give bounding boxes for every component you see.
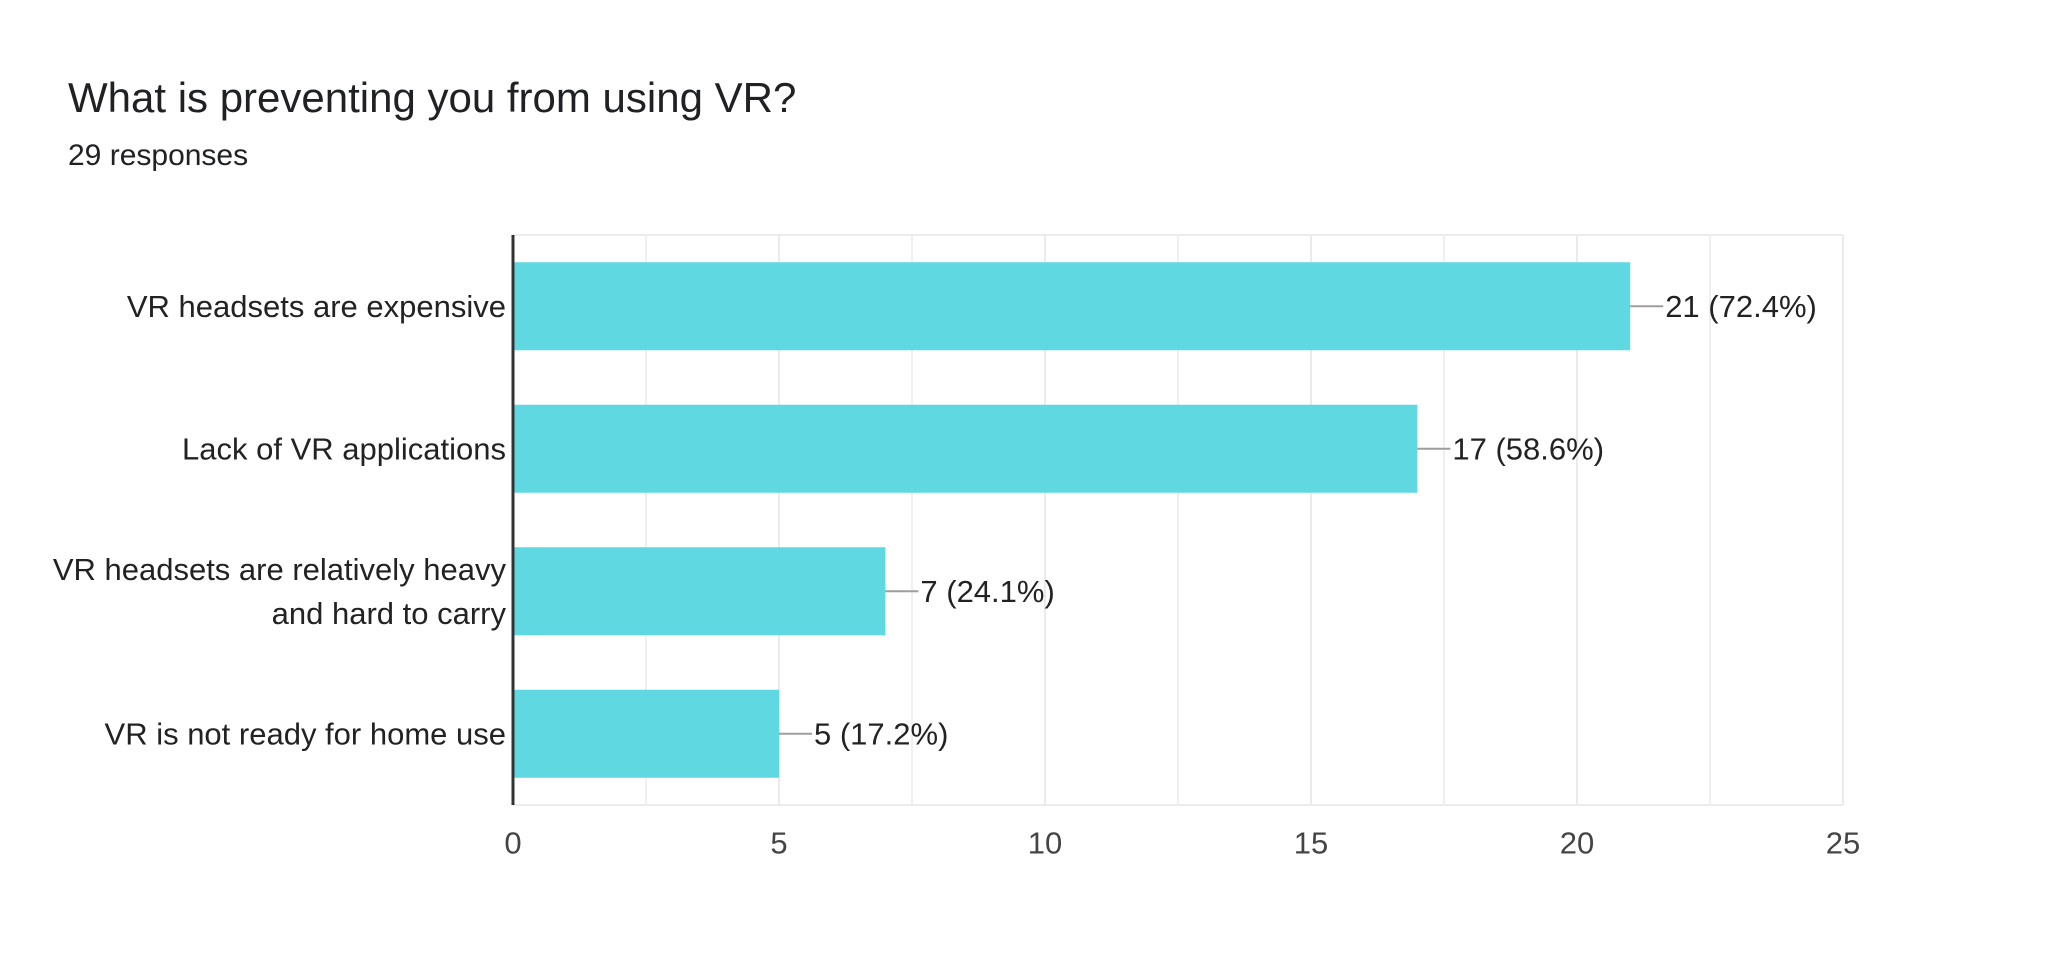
bar <box>513 689 779 778</box>
x-tick-label: 10 <box>1028 826 1062 861</box>
bar <box>513 262 1631 351</box>
value-label: 17 (58.6%) <box>1452 431 1604 466</box>
bar-layer <box>513 262 1631 778</box>
x-tick-label: 5 <box>770 826 787 861</box>
question-title: What is preventing you from using VR? <box>68 74 797 121</box>
category-label: VR headsets are expensive <box>127 289 506 324</box>
bar <box>513 404 1418 493</box>
x-tick-label: 20 <box>1560 826 1594 861</box>
category-label: VR is not ready for home use <box>105 716 506 751</box>
bar <box>513 547 886 636</box>
x-tick-label: 0 <box>504 826 521 861</box>
axis-layer: 0 5 10 15 20 25 <box>504 235 1860 861</box>
category-label: Lack of VR applications <box>182 431 506 466</box>
category-label: and hard to carry <box>272 596 507 631</box>
x-tick-label: 15 <box>1294 826 1328 861</box>
response-count: 29 responses <box>68 139 249 172</box>
value-label: 21 (72.4%) <box>1665 289 1817 324</box>
category-label: VR headsets are relatively heavy <box>53 552 507 587</box>
value-label: 5 (17.2%) <box>814 716 948 751</box>
x-tick-label: 25 <box>1826 826 1860 861</box>
value-label: 7 (24.1%) <box>920 574 1054 609</box>
label-layer: 21 (72.4%) VR headsets are expensive 17 (5… <box>53 289 1817 752</box>
